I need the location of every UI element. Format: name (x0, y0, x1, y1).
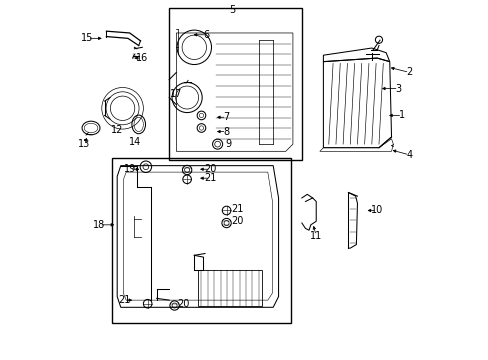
Text: 15: 15 (81, 33, 93, 43)
Text: 7: 7 (223, 112, 229, 122)
Text: 6: 6 (203, 30, 209, 40)
Text: 11: 11 (309, 231, 322, 240)
Text: 20: 20 (204, 164, 216, 174)
Bar (169, 8, 301, 160)
Text: 4: 4 (406, 150, 412, 160)
Text: 19: 19 (123, 164, 136, 174)
Text: 9: 9 (225, 139, 231, 149)
Text: 2: 2 (406, 67, 412, 77)
Bar (198, 270, 262, 306)
Text: 21: 21 (118, 295, 130, 305)
Text: 1: 1 (398, 111, 405, 121)
Text: 8: 8 (223, 127, 229, 136)
Text: 5: 5 (228, 5, 235, 15)
Text: 12: 12 (111, 125, 123, 135)
Text: 13: 13 (78, 139, 90, 149)
Text: 14: 14 (129, 138, 141, 147)
Text: 3: 3 (395, 84, 401, 94)
Bar (112, 158, 290, 323)
Text: 17: 17 (170, 89, 182, 99)
Text: 21: 21 (231, 204, 243, 214)
Text: 21: 21 (204, 173, 216, 183)
Text: 20: 20 (177, 299, 189, 309)
Text: 10: 10 (370, 206, 383, 216)
Text: 16: 16 (136, 53, 148, 63)
Text: 18: 18 (93, 220, 105, 230)
Text: 20: 20 (231, 216, 243, 226)
